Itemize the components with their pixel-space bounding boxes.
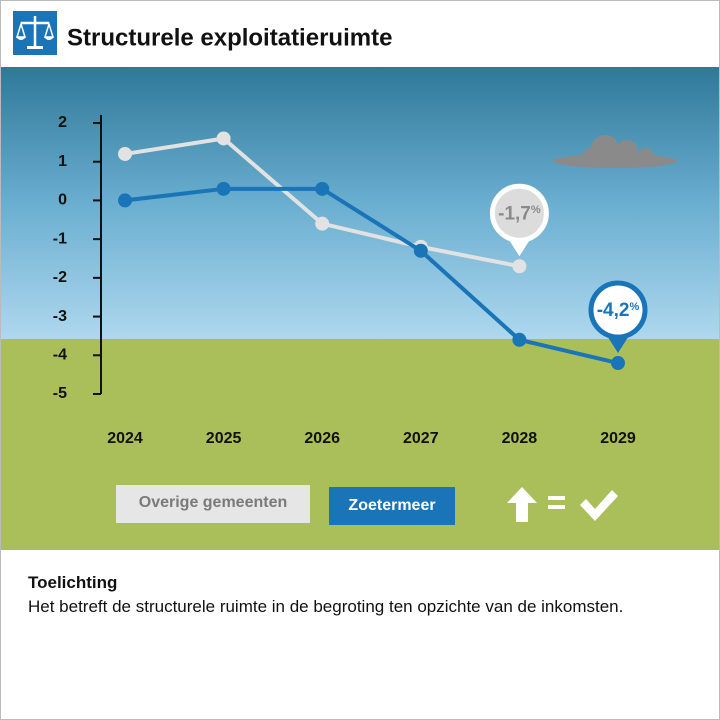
- point: [512, 259, 527, 274]
- note-title: Toelichting: [28, 573, 118, 592]
- note-text: Het betreft de structurele ruimte in de …: [28, 597, 624, 616]
- y-tick-label: -4: [53, 347, 67, 364]
- legend-label: Overige gemeenten: [139, 494, 288, 511]
- x-tick-label: 2024: [107, 430, 143, 447]
- y-tick-label: -1: [53, 230, 67, 247]
- chart: Structurele exploitatieruimte -5 -4 -3 -2 -1…: [1, 11, 719, 550]
- x-tick-label: 2025: [206, 430, 242, 447]
- y-tick-label: -2: [53, 269, 67, 286]
- callout: -1,7%: [489, 183, 549, 257]
- point: [118, 146, 132, 161]
- note: Toelichting Het betreft de structurele r…: [28, 571, 668, 619]
- y-tick-label: 0: [58, 192, 67, 209]
- legend-box: [329, 487, 455, 525]
- x-tick-label: 2026: [304, 430, 340, 447]
- y-tick-label: 1: [58, 153, 67, 170]
- callout: -4,2%: [588, 280, 648, 354]
- y-tick-label: 2: [58, 114, 67, 131]
- point: [315, 216, 330, 231]
- header-icon: [13, 11, 57, 55]
- point: [413, 243, 428, 258]
- legend-label: Zoetermeer: [348, 497, 435, 514]
- legend-box: [116, 485, 310, 523]
- series-line: [124, 186, 619, 365]
- y-tick-label: -5: [53, 385, 67, 402]
- callout-bubble: [588, 280, 648, 340]
- point: [611, 356, 625, 371]
- callout-bubble: [489, 183, 549, 243]
- point: [216, 181, 231, 196]
- target-icon: [507, 487, 618, 522]
- value-label: -4,2%: [597, 300, 640, 321]
- point: [216, 131, 231, 146]
- x-tick-label: 2028: [502, 430, 538, 447]
- value-label: -1,7%: [498, 203, 541, 224]
- point: [315, 181, 330, 196]
- cloud: [553, 135, 677, 168]
- point: [118, 193, 132, 208]
- chart-title: Structurele exploitatieruimte: [67, 24, 392, 51]
- x-tick-label: 2029: [600, 430, 636, 447]
- point: [512, 332, 527, 347]
- x-tick-label: 2027: [403, 430, 439, 447]
- y-tick-label: -3: [53, 308, 67, 325]
